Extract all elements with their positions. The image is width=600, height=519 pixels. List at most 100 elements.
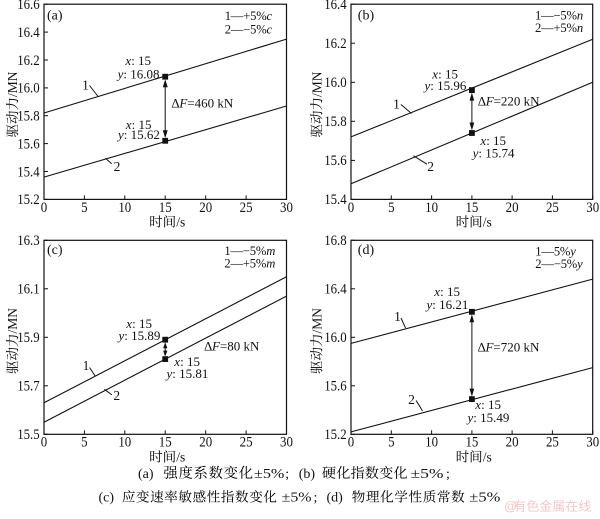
svg-text:: 16.21: : 16.21 [432, 297, 468, 312]
svg-text:=80 kN: =80 kN [220, 339, 260, 354]
svg-text:15.8: 15.8 [17, 109, 40, 125]
svg-text:30: 30 [586, 435, 599, 451]
svg-text:15.6: 15.6 [17, 136, 40, 152]
svg-text:x: x [431, 67, 438, 82]
svg-text:15.4: 15.4 [17, 164, 40, 180]
svg-text:: 15.81: : 15.81 [172, 366, 208, 381]
svg-text:25: 25 [546, 435, 559, 451]
svg-text:(a): (a) [47, 8, 63, 23]
svg-text:y: y [117, 328, 125, 343]
svg-text:15.2: 15.2 [17, 192, 40, 208]
svg-text:Δ: Δ [171, 96, 179, 111]
svg-text:F: F [211, 339, 221, 354]
svg-text:: 15: : 15 [131, 53, 151, 68]
svg-text:15.2: 15.2 [324, 427, 347, 443]
svg-text:(d): (d) [358, 243, 375, 258]
svg-text:16.0: 16.0 [324, 330, 347, 346]
svg-text:y: y [116, 67, 124, 82]
svg-text:;: ; [285, 467, 289, 482]
svg-text:10: 10 [118, 200, 131, 216]
svg-text:15.6: 15.6 [324, 153, 347, 169]
svg-text:F: F [178, 96, 188, 111]
svg-text:(a): (a) [138, 467, 154, 482]
svg-text:1—+5%c: 1—+5%c [225, 9, 273, 23]
svg-text:(b): (b) [358, 8, 375, 23]
svg-text:16.2: 16.2 [17, 53, 40, 69]
svg-text:y: y [466, 410, 474, 425]
svg-text:1: 1 [394, 309, 401, 324]
svg-text:x: x [173, 354, 180, 369]
svg-text:Δ: Δ [478, 94, 486, 109]
svg-text:16.8: 16.8 [324, 233, 347, 249]
svg-text:x: x [479, 133, 486, 148]
svg-text:x: x [125, 316, 132, 331]
svg-text:Δ: Δ [204, 339, 212, 354]
svg-text:5: 5 [388, 200, 394, 216]
svg-text:16.0: 16.0 [324, 75, 347, 91]
svg-text:2—−5%c: 2—−5%c [225, 22, 273, 36]
svg-text:15: 15 [159, 435, 172, 451]
svg-text:0: 0 [41, 435, 47, 451]
svg-text:: 15: : 15 [132, 117, 152, 132]
svg-text:/MN: /MN [309, 71, 324, 97]
svg-text:=220 kN: =220 kN [494, 94, 541, 109]
svg-text:y: y [165, 366, 173, 381]
svg-text:/MN: /MN [5, 71, 20, 97]
svg-text:16.2: 16.2 [324, 36, 347, 52]
svg-text:1—5%y: 1—5%y [535, 245, 576, 259]
svg-text:(b): (b) [299, 467, 316, 482]
svg-text:16.0: 16.0 [17, 81, 40, 97]
svg-text:x: x [433, 284, 440, 299]
svg-text:/s: /s [483, 215, 492, 230]
svg-text:/MN: /MN [5, 308, 20, 334]
svg-text:: 15: : 15 [481, 397, 501, 412]
svg-text:: 15.62: : 15.62 [124, 127, 160, 142]
svg-text:30: 30 [280, 200, 293, 216]
svg-text:2: 2 [114, 159, 121, 174]
svg-text:: 15.49: : 15.49 [473, 410, 509, 425]
svg-text:=720 kN: =720 kN [493, 340, 540, 355]
svg-text:0: 0 [348, 200, 354, 216]
svg-text:15: 15 [465, 435, 478, 451]
svg-text:15.7: 15.7 [17, 379, 40, 395]
svg-text:15.8: 15.8 [324, 114, 347, 130]
svg-text:20: 20 [506, 435, 519, 451]
svg-text:5: 5 [81, 435, 87, 451]
svg-text:15.4: 15.4 [324, 192, 347, 208]
svg-text:30: 30 [586, 200, 599, 216]
svg-text:10: 10 [425, 435, 438, 451]
svg-text:Δ: Δ [478, 340, 486, 355]
svg-text:y: y [116, 127, 124, 142]
svg-text:/s: /s [176, 450, 185, 465]
svg-text:2: 2 [113, 388, 120, 403]
svg-text:F: F [485, 94, 495, 109]
svg-text:16.6: 16.6 [17, 0, 40, 13]
svg-text:x: x [124, 53, 131, 68]
svg-text:16.4: 16.4 [324, 0, 347, 13]
svg-text:1: 1 [83, 358, 90, 373]
svg-text:: 15: : 15 [440, 284, 460, 299]
svg-text:0: 0 [41, 200, 47, 216]
svg-text:(d): (d) [327, 491, 344, 506]
svg-text:2: 2 [427, 159, 434, 174]
svg-text:1: 1 [393, 97, 400, 112]
svg-text:x: x [474, 397, 481, 412]
svg-text:1—−5%n: 1—−5%n [535, 9, 583, 23]
svg-text:15: 15 [159, 200, 172, 216]
svg-text:15.6: 15.6 [324, 379, 347, 395]
svg-text:y: y [471, 145, 479, 160]
svg-text:15.9: 15.9 [17, 330, 40, 346]
svg-text:16.3: 16.3 [17, 233, 40, 249]
svg-text:: 15.96: : 15.96 [430, 78, 467, 93]
svg-text:25: 25 [240, 435, 253, 451]
svg-text:x: x [125, 117, 132, 132]
svg-text:1—−5%m: 1—−5%m [224, 244, 275, 258]
svg-text:±5%: ±5% [254, 467, 285, 482]
svg-text:15: 15 [465, 200, 478, 216]
svg-text:@: @ [504, 499, 517, 514]
svg-text:=460 kN: =460 kN [187, 96, 234, 111]
svg-text:±5%: ±5% [411, 467, 444, 482]
svg-text:2: 2 [408, 392, 415, 407]
svg-text:0: 0 [348, 435, 354, 451]
svg-text:16.4: 16.4 [17, 25, 40, 41]
